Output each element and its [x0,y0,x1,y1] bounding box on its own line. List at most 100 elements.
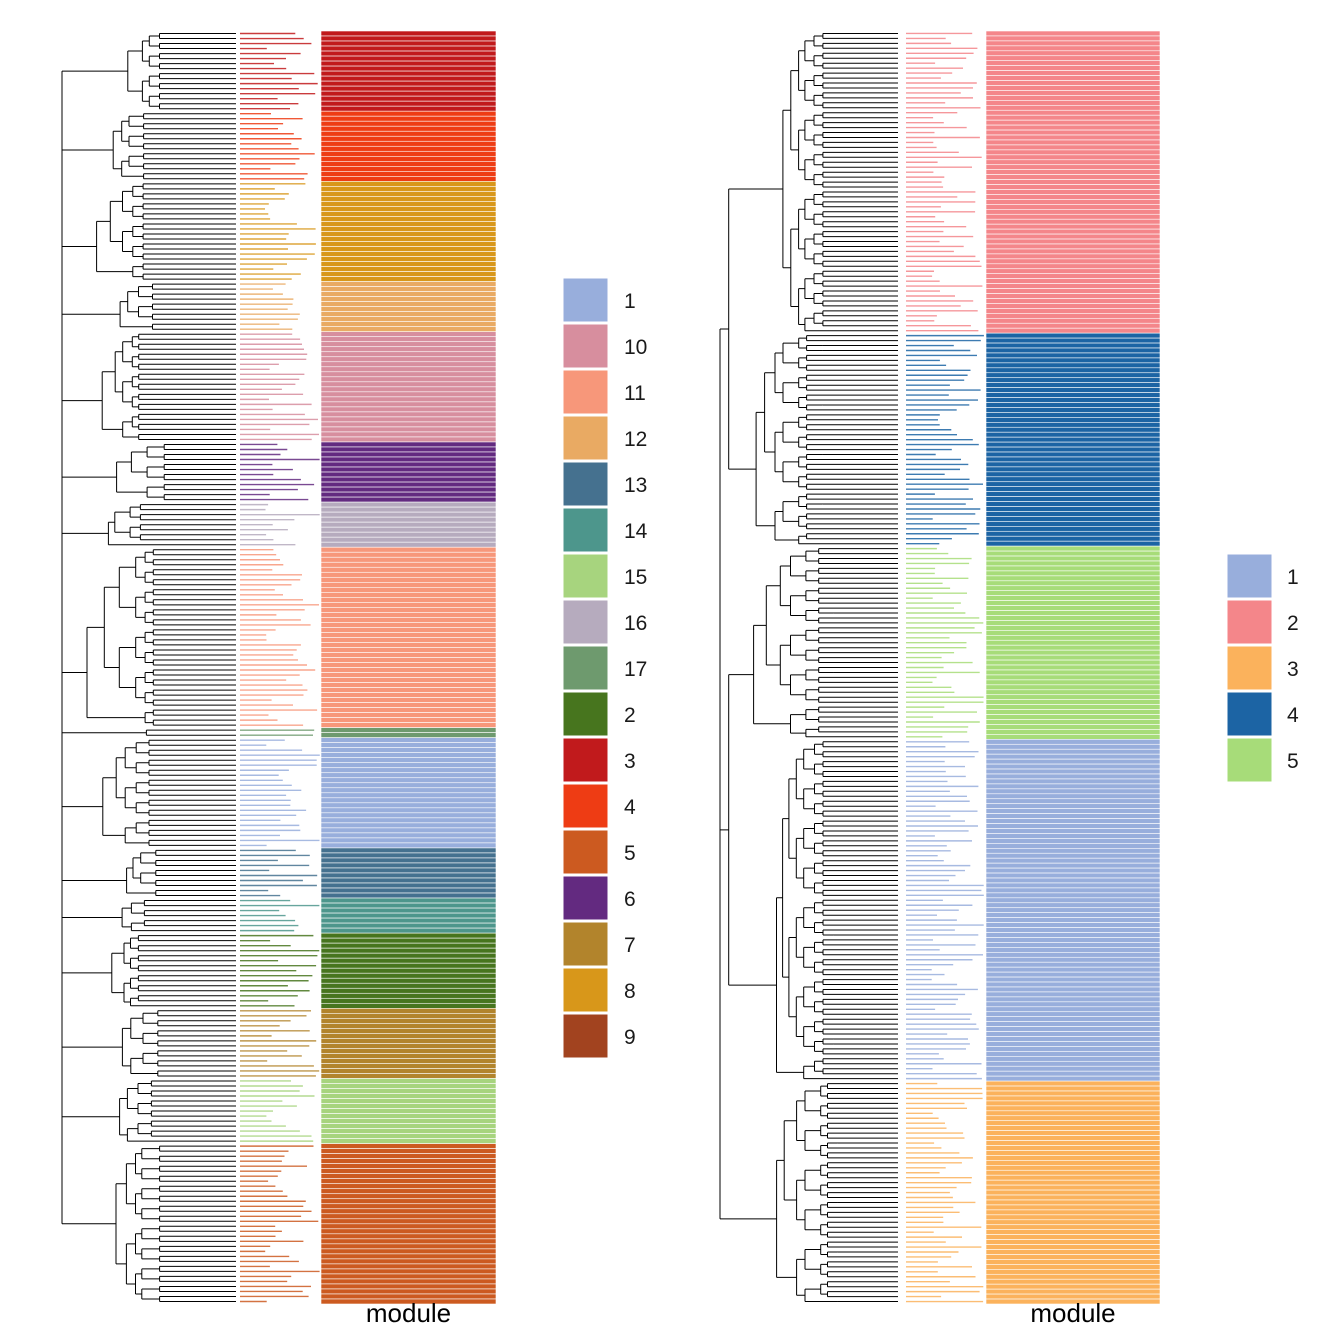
heatmap-tile [320,461,497,468]
heatmap-tile [985,1229,1161,1235]
heatmap-tile [320,1088,497,1094]
heatmap-tile [985,862,1161,869]
heatmap-tile [320,411,497,418]
heatmap-tile [985,293,1161,299]
heatmap-tile [320,637,497,643]
heatmap-tile [320,1238,497,1245]
heatmap-tile [320,1168,497,1174]
heatmap-tile [985,1214,1161,1221]
heatmap-tile [985,486,1161,492]
heatmap-tile [985,649,1161,656]
heatmap-tile [985,441,1161,448]
legend-swatch [1226,691,1273,737]
legend-swatch [562,737,609,783]
heatmap-tile [320,371,497,378]
dendrogram-branches [61,33,236,1302]
heatmap-tile [320,331,497,338]
heatmap-tile [320,897,497,904]
heatmap-tile [320,682,497,688]
heatmap-tile [985,1120,1161,1126]
heatmap-tile [320,576,497,583]
legend-swatch [562,507,609,553]
heatmap-tile [985,1298,1161,1305]
heatmap-tile [320,1188,497,1195]
module-block-7 [240,1007,497,1079]
heatmap-tile [985,288,1161,294]
heatmap-tile [985,283,1161,289]
module-block-11 [240,546,497,728]
heatmap-tile [320,426,497,433]
heatmap-tile [320,597,497,603]
module-block-9 [240,1143,497,1305]
legend-label: 3 [1287,658,1299,681]
x-axis-label: module [1030,1298,1115,1328]
heatmap-tile [320,100,497,107]
heatmap-tile [985,996,1161,1003]
legend-label: 10 [624,336,647,359]
heatmap-tile [985,1075,1161,1082]
heatmap-tile [320,321,497,328]
heatmap-tile [320,1253,497,1260]
heatmap-tile [320,842,497,849]
legend-label: 7 [624,934,636,957]
heatmap-tile [985,585,1161,592]
heatmap-tile [320,301,497,307]
heatmap-tile [320,216,497,222]
heatmap-tile [320,1103,497,1109]
heatmap-tile [320,922,497,929]
heatmap-tile [985,1278,1161,1285]
right-panel: module 1 2 3 4 5 [719,30,1299,1328]
heatmap-tile [985,912,1161,918]
heatmap-tile [320,847,497,854]
heatmap-tile [320,446,497,453]
heatmap-tile [320,632,497,638]
heatmap-tile [320,441,497,448]
heatmap-tile [985,937,1161,943]
heatmap-tile [985,590,1161,596]
heatmap-tile [320,1007,497,1014]
heatmap-tile [985,897,1161,904]
heatmap-tile [320,326,497,333]
heatmap-tile [985,1085,1161,1092]
heatmap-tile [985,431,1161,438]
heatmap-tile [985,595,1161,601]
heatmap-tile [320,391,497,398]
heatmap-tile [320,456,497,463]
heatmap-tile [320,416,497,423]
heatmap-tile [985,535,1161,542]
heatmap-tile [320,1123,497,1129]
heatmap-tile [985,387,1161,393]
heatmap-tile [985,491,1161,497]
heatmap-tile [985,124,1161,131]
dendrogram-branches [719,33,898,1302]
heatmap-tile [985,149,1161,156]
heatmap-tile [320,1228,497,1235]
heatmap-tile [985,867,1161,874]
heatmap-tile [985,1264,1161,1270]
heatmap-tile [985,109,1161,116]
heatmap-tile [985,743,1161,750]
heatmap-tile [985,654,1161,661]
heatmap-tile [985,60,1161,66]
legend-swatch [562,323,609,369]
heatmap-tile [320,1258,497,1265]
legend-label: 4 [1287,704,1299,727]
heatmap-tile [985,947,1161,953]
legend-swatch [562,461,609,507]
heatmap-tile [985,332,1161,339]
heatmap-tile [320,747,497,754]
heatmap-tile [985,610,1161,616]
module-block-14 [240,897,497,934]
heatmap-tile [320,967,497,974]
heatmap-tile [985,159,1161,166]
heatmap-tile [985,932,1161,938]
heatmap-tile [985,129,1161,136]
heatmap-tile [320,481,497,488]
heatmap-tile [985,833,1161,839]
heatmap-tile [320,837,497,844]
heatmap-tile [320,782,497,789]
heatmap-tile [985,362,1161,369]
heatmap-tile [985,877,1161,884]
legend-swatch [562,875,609,921]
heatmap-tile [985,1125,1161,1131]
